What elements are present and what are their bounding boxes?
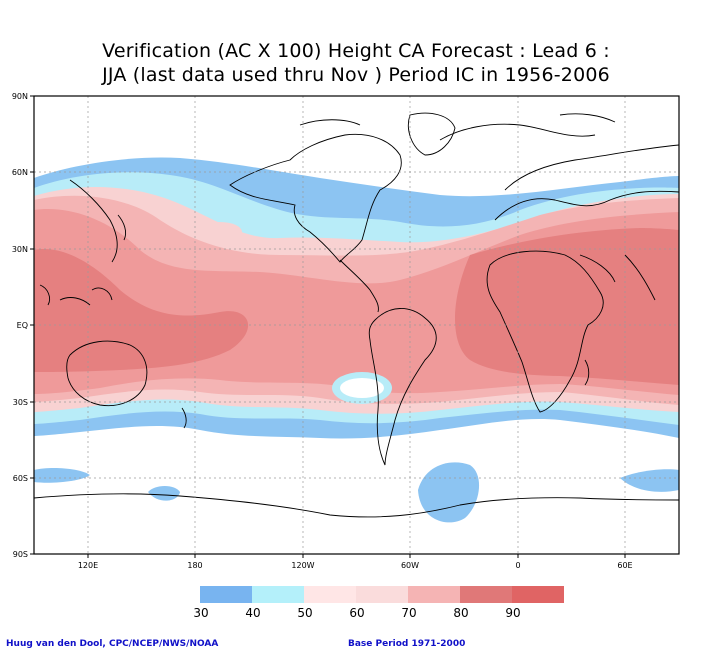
coastlines bbox=[34, 112, 679, 518]
lat-label: 60N bbox=[12, 168, 28, 177]
lon-label: 0 bbox=[515, 561, 520, 570]
legend-swatch bbox=[460, 586, 512, 603]
legend-label: 60 bbox=[349, 606, 364, 620]
map-title-line-2: JJA (last data used thru Nov ) Period IC… bbox=[102, 64, 610, 86]
southern-ocean-blue-east bbox=[620, 469, 679, 492]
legend-swatch bbox=[304, 586, 356, 603]
lat-label: 90S bbox=[13, 550, 28, 559]
legend-label: 80 bbox=[453, 606, 468, 620]
legend-swatch bbox=[512, 586, 564, 603]
lat-label: EQ bbox=[17, 321, 28, 330]
tropical-core-90-east bbox=[455, 228, 679, 385]
legend-swatch bbox=[408, 586, 460, 603]
legend-swatch bbox=[252, 586, 304, 603]
map-field bbox=[34, 112, 679, 523]
legend-label: 50 bbox=[297, 606, 312, 620]
map-title-line-1: Verification (AC X 100) Height CA Foreca… bbox=[102, 40, 610, 62]
southern-ocean-blue-west bbox=[34, 467, 90, 483]
color-legend bbox=[200, 586, 564, 603]
legend-swatch bbox=[200, 586, 252, 603]
lon-label: 120W bbox=[291, 561, 314, 570]
lat-label: 30S bbox=[13, 398, 28, 407]
author-credit: Huug van den Dool, CPC/NCEP/NWS/NOAA bbox=[6, 639, 219, 649]
lat-label: 30N bbox=[12, 245, 28, 254]
axis-ticks bbox=[30, 95, 626, 558]
legend-swatch bbox=[356, 586, 408, 603]
antarctic-blue-patch bbox=[418, 462, 480, 523]
map-gridlines bbox=[34, 96, 679, 554]
north-pacific-pink-patch bbox=[198, 222, 242, 242]
south-pacific-white-hole bbox=[340, 378, 384, 398]
legend-label: 70 bbox=[401, 606, 416, 620]
lat-label: 90N bbox=[12, 92, 28, 101]
legend-label: 30 bbox=[193, 606, 208, 620]
lon-label: 60E bbox=[617, 561, 632, 570]
lon-label: 60W bbox=[401, 561, 419, 570]
base-period: Base Period 1971-2000 bbox=[348, 639, 466, 649]
lat-label: 60S bbox=[13, 474, 28, 483]
lon-label: 180 bbox=[187, 561, 202, 570]
legend-label: 90 bbox=[505, 606, 520, 620]
legend-label: 40 bbox=[245, 606, 260, 620]
tropical-core-90-west bbox=[34, 249, 249, 372]
lon-label: 120E bbox=[78, 561, 98, 570]
southern-ocean-blue-pacific bbox=[148, 486, 180, 501]
